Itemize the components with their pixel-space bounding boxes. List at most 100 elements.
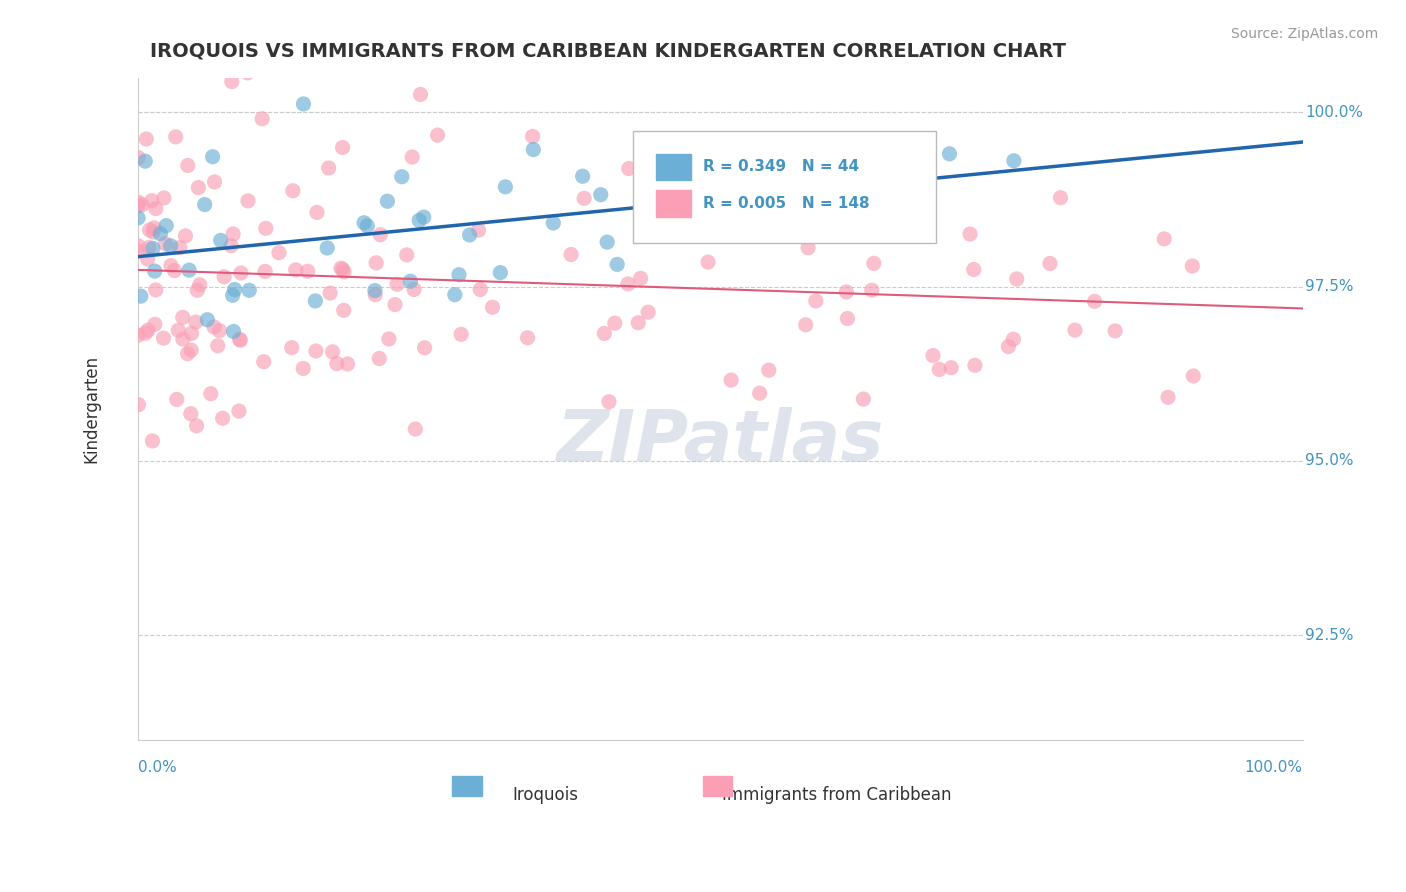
Point — [720, 373, 742, 387]
Point — [145, 202, 167, 216]
Point — [443, 287, 465, 301]
Point — [211, 411, 233, 425]
Point — [617, 277, 640, 291]
Text: IROQUOIS VS IMMIGRANTS FROM CARIBBEAN KINDERGARTEN CORRELATION CHART: IROQUOIS VS IMMIGRANTS FROM CARIBBEAN KI… — [149, 42, 1066, 61]
Point — [143, 264, 166, 278]
Point — [794, 318, 817, 332]
Text: Immigrants from Caribbean: Immigrants from Caribbean — [723, 786, 952, 804]
Point — [1157, 390, 1180, 404]
Point — [409, 87, 432, 102]
Point — [1181, 259, 1204, 273]
Point — [128, 398, 150, 412]
Point — [127, 239, 149, 253]
Point — [163, 263, 186, 277]
Text: Source: ZipAtlas.com: Source: ZipAtlas.com — [1230, 27, 1378, 41]
Point — [627, 316, 650, 330]
Point — [603, 316, 626, 330]
Point — [378, 332, 401, 346]
Point — [412, 210, 434, 224]
Point — [830, 158, 852, 172]
Point — [353, 216, 375, 230]
Point — [404, 422, 426, 436]
Point — [267, 245, 290, 260]
Point — [1182, 369, 1205, 384]
Point — [221, 75, 243, 89]
Text: 95.0%: 95.0% — [1305, 453, 1354, 468]
Point — [572, 191, 595, 205]
Point — [136, 252, 159, 266]
Point — [959, 227, 981, 241]
Point — [1049, 191, 1071, 205]
Point — [356, 219, 378, 233]
Point — [292, 361, 315, 376]
Point — [332, 303, 354, 318]
Point — [835, 285, 858, 299]
Point — [236, 66, 259, 80]
Point — [922, 349, 945, 363]
Point — [408, 213, 430, 227]
Point — [395, 248, 418, 262]
Point — [136, 323, 159, 337]
Point — [413, 341, 436, 355]
Point — [180, 407, 202, 421]
Point — [391, 169, 413, 184]
Point — [208, 324, 231, 338]
Point — [177, 263, 200, 277]
Point — [318, 161, 340, 175]
Point — [516, 331, 538, 345]
Point — [153, 191, 176, 205]
Point — [1002, 332, 1025, 346]
Point — [758, 363, 780, 377]
Point — [127, 211, 149, 225]
Text: ZIPatlas: ZIPatlas — [557, 407, 884, 476]
Point — [364, 287, 387, 301]
Point — [131, 198, 153, 212]
Point — [489, 266, 512, 280]
Point — [141, 434, 163, 448]
Point — [169, 241, 191, 255]
Bar — [453, 776, 481, 796]
Point — [797, 241, 820, 255]
Point — [364, 284, 387, 298]
Point — [127, 328, 149, 343]
Point — [127, 244, 149, 259]
Point — [176, 347, 198, 361]
Point — [384, 297, 406, 311]
Point — [219, 238, 242, 252]
Point — [316, 241, 339, 255]
Point — [177, 158, 200, 172]
Point — [589, 187, 612, 202]
Point — [167, 323, 190, 337]
Point — [224, 283, 246, 297]
Point — [167, 60, 190, 74]
Point — [1005, 272, 1028, 286]
Point — [1084, 294, 1107, 309]
Point — [630, 271, 652, 285]
Point — [399, 274, 422, 288]
Point — [938, 146, 960, 161]
Point — [292, 97, 315, 112]
Point — [281, 184, 304, 198]
Point — [195, 312, 218, 326]
Bar — [657, 153, 692, 180]
Point — [450, 327, 472, 342]
Point — [222, 325, 245, 339]
Text: R = 0.005   N = 148: R = 0.005 N = 148 — [703, 196, 869, 211]
Point — [697, 255, 720, 269]
Point — [326, 357, 349, 371]
Point — [238, 283, 260, 297]
Text: Kindergarten: Kindergarten — [83, 354, 100, 463]
Point — [336, 357, 359, 371]
Point — [560, 247, 582, 261]
Point — [186, 418, 208, 433]
Point — [778, 170, 800, 185]
Point — [204, 175, 226, 189]
Text: 92.5%: 92.5% — [1305, 628, 1354, 642]
Point — [426, 128, 449, 142]
Point — [332, 262, 354, 277]
Point — [928, 362, 950, 376]
Text: 0.0%: 0.0% — [138, 761, 177, 775]
Point — [184, 315, 207, 329]
Point — [481, 300, 503, 314]
Point — [180, 343, 202, 358]
